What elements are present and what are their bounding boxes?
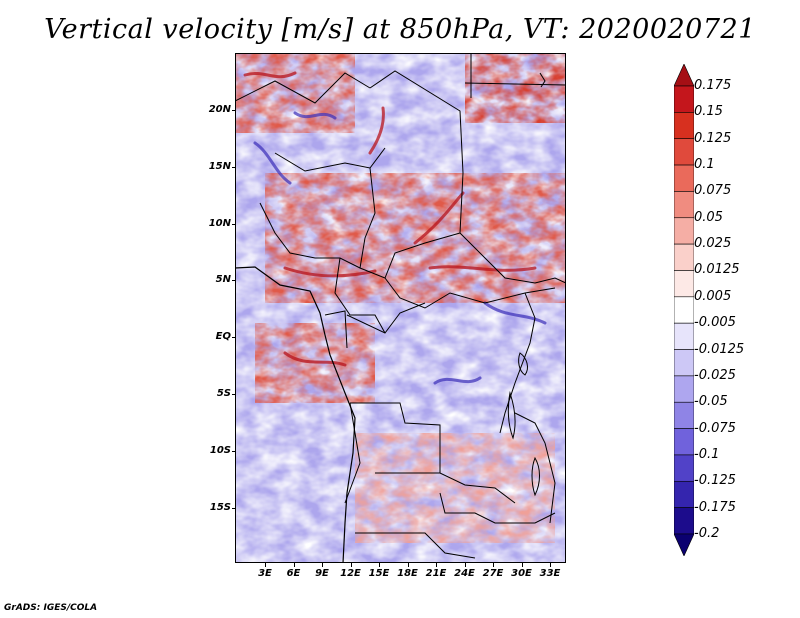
- longitude-tick: [550, 563, 551, 567]
- latitude-tick-label: 20N: [208, 104, 231, 115]
- colorbar-band: [674, 243, 694, 271]
- colorbar-upper-extension: [674, 64, 694, 87]
- latitude-tick-label: 5S: [216, 388, 231, 399]
- latitude-tick-label: 10S: [209, 444, 231, 456]
- colorbar-band: [674, 349, 694, 377]
- colorbar-tick-label: -0.025: [694, 367, 736, 383]
- colorbar-tick-label: -0.05: [694, 394, 728, 410]
- longitude-tick-label: 33E: [539, 568, 561, 579]
- colorbar-tick-label: -0.075: [694, 420, 736, 436]
- colorbar-tick-label: -0.175: [694, 499, 736, 515]
- longitude-tick: [293, 563, 295, 567]
- map-panel: [235, 53, 566, 563]
- latitude-tick-label: 15S: [209, 501, 231, 513]
- colorbar-tick-label: 0.075: [694, 183, 732, 199]
- colorbar-band: [674, 270, 694, 298]
- colorbar-lower-extension: [674, 533, 694, 556]
- latitude-tick: [232, 507, 236, 509]
- latitude-tick: [232, 394, 236, 395]
- colorbar-band: [674, 164, 694, 192]
- colorbar-tick-label: -0.005: [694, 315, 736, 331]
- longitude-tick: [379, 563, 380, 567]
- latitude-tick-label: 10N: [208, 217, 231, 229]
- colorbar-band: [674, 507, 694, 535]
- latitude-tick-label: EQ: [215, 331, 231, 343]
- colorbar-band: [674, 375, 694, 403]
- colorbar-band: [674, 401, 694, 429]
- longitude-tick-label: 21E: [425, 568, 447, 579]
- colorbar-tick-label: 0.05: [694, 209, 723, 225]
- longitude-tick-label: 3E: [258, 568, 272, 579]
- longitude-tick-label: 27E: [482, 568, 504, 579]
- longitude-tick: [521, 563, 523, 567]
- colorbar-tick-label: -0.0125: [694, 341, 745, 357]
- colorbar-tick-label: 0.005: [694, 288, 732, 304]
- coastline: [235, 266, 356, 563]
- colorbar-tick-label: 0.1: [694, 157, 715, 173]
- colorbar-tick-label: -0.1: [694, 446, 720, 462]
- colorbar-tick-label: 0.025: [694, 236, 732, 252]
- map-border: [235, 53, 566, 563]
- colorbar-tick-label: 0.0125: [694, 262, 740, 278]
- colorbar-band: [674, 112, 694, 140]
- software-credit: GrADS: IGES/COLA: [4, 603, 98, 613]
- latitude-tick: [232, 166, 236, 168]
- longitude-tick: [436, 563, 437, 567]
- latitude-tick-label: 15N: [208, 160, 231, 172]
- latitude-tick: [232, 223, 236, 225]
- colorbar-band: [674, 191, 694, 219]
- longitude-tick-label: 12E: [340, 568, 361, 579]
- colorbar-tick-label: -0.2: [694, 526, 720, 541]
- colorbar-tick-label: -0.125: [694, 473, 736, 489]
- longitude-tick-label: 24E: [454, 568, 475, 579]
- colorbar-tick-label: 0.15: [694, 104, 723, 120]
- longitude-tick-label: 30E: [511, 568, 532, 579]
- colorbar-tick-label: 0.175: [694, 78, 732, 93]
- latitude-tick: [232, 280, 236, 282]
- longitude-tick-label: 6E: [286, 568, 301, 579]
- colorbar: [674, 64, 694, 556]
- longitude-tick-label: 18E: [397, 568, 418, 579]
- longitude-tick: [464, 563, 466, 567]
- longitude-tick: [407, 563, 409, 567]
- longitude-tick: [265, 563, 266, 567]
- country-borders: [235, 53, 566, 559]
- colorbar-band: [674, 217, 694, 245]
- latitude-tick: [232, 450, 236, 452]
- colorbar-band: [674, 85, 694, 113]
- descent-streaks: [253, 111, 547, 385]
- colorbar-band: [674, 138, 694, 166]
- longitude-tick: [350, 563, 352, 567]
- lakes: [507, 72, 546, 497]
- longitude-tick-label: 9E: [315, 568, 329, 579]
- colorbar-band: [674, 322, 694, 350]
- latitude-tick: [232, 337, 236, 339]
- colorbar-band: [674, 296, 694, 324]
- colorbar-band: [674, 480, 694, 508]
- ascent-streaks: [243, 71, 537, 367]
- latitude-tick-label: 5N: [215, 274, 231, 286]
- colorbar-tick-label: 0.125: [694, 130, 732, 146]
- longitude-tick: [322, 563, 323, 567]
- colorbar-band: [674, 454, 694, 482]
- latitude-tick: [232, 110, 236, 111]
- chart-title: Vertical velocity [m/s] at 850hPa, VT: 2…: [44, 14, 756, 45]
- longitude-tick-label: 15E: [368, 568, 390, 579]
- longitude-tick: [493, 563, 494, 567]
- colorbar-band: [674, 428, 694, 456]
